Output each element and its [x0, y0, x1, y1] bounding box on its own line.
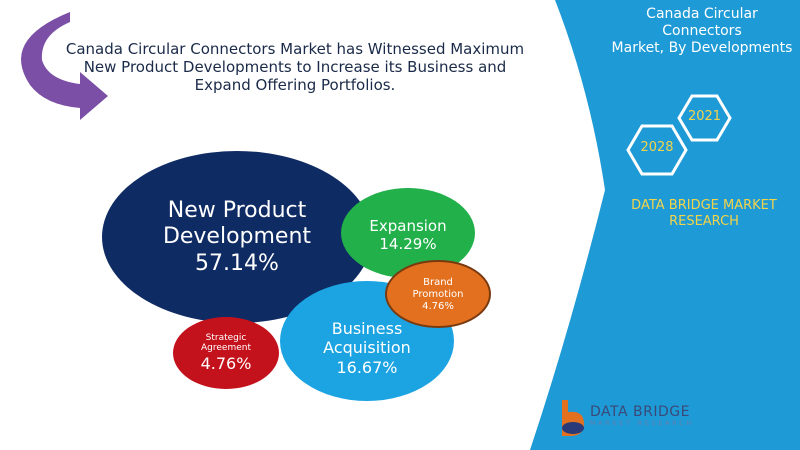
side-title: Canada Circular Connectors Market, By De…: [608, 6, 796, 56]
logo-icon: [562, 400, 584, 436]
hexagon-2021: [677, 94, 732, 142]
brand-line: DATA BRIDGE MARKET: [631, 198, 777, 213]
brand-line: RESEARCH: [669, 213, 739, 229]
label-new-product: New Product Development 57.14%: [102, 185, 372, 290]
hexagon-2028: [626, 124, 688, 176]
logo: DATA BRIDGE MARKET RESEARCH: [590, 404, 694, 427]
segment-value: 14.29%: [379, 235, 437, 253]
segment-value: 57.14%: [195, 250, 279, 276]
segment-value: 4.76%: [422, 301, 454, 312]
brand-text: DATA BRIDGE MARKET RESEARCH: [612, 198, 796, 229]
bubble-strategic-agreement: [173, 317, 279, 389]
headline-line: Canada Circular Connectors Market has Wi…: [65, 40, 525, 58]
segment-label: New Product: [167, 197, 307, 223]
year-2028: 2028: [640, 140, 674, 155]
segment-value: 4.76%: [200, 354, 252, 374]
label-strategic-agreement: Strategic Agreement 4.76%: [178, 325, 274, 381]
segment-label: Expansion: [369, 217, 447, 235]
label-brand-promotion: Brand Promotion 4.76%: [390, 270, 486, 320]
year-2021: 2021: [687, 109, 722, 124]
side-panel: [530, 0, 800, 450]
segment-label: Development: [162, 224, 312, 250]
segment-label: Agreement: [201, 343, 251, 354]
segment-label: Promotion: [412, 289, 464, 300]
logo-name: DATA BRIDGE: [590, 404, 690, 420]
segment-label: Acquisition: [323, 338, 411, 358]
headline: Canada Circular Connectors Market has Wi…: [60, 40, 530, 94]
label-business-acquisition: Business Acquisition 16.67%: [300, 312, 434, 384]
segment-label: Business: [331, 319, 403, 339]
bubble-brand-promotion: [385, 260, 491, 328]
headline-line: New Product Developments to Increase its…: [83, 58, 507, 76]
segment-label: Strategic: [205, 332, 247, 343]
logo-tagline: MARKET RESEARCH: [590, 420, 694, 427]
label-expansion: Expansion 14.29%: [345, 212, 471, 258]
segment-label: Brand: [423, 277, 453, 288]
segment-value: 16.67%: [336, 357, 398, 377]
bubble-expansion: [341, 188, 475, 278]
headline-line: Expand Offering Portfolios.: [194, 76, 396, 94]
side-title-line: Market, By Developments: [611, 39, 793, 56]
side-title-line: Canada Circular Connectors: [646, 6, 758, 39]
curved-arrow-icon: [21, 12, 108, 120]
bubble-new-product: [102, 151, 372, 323]
